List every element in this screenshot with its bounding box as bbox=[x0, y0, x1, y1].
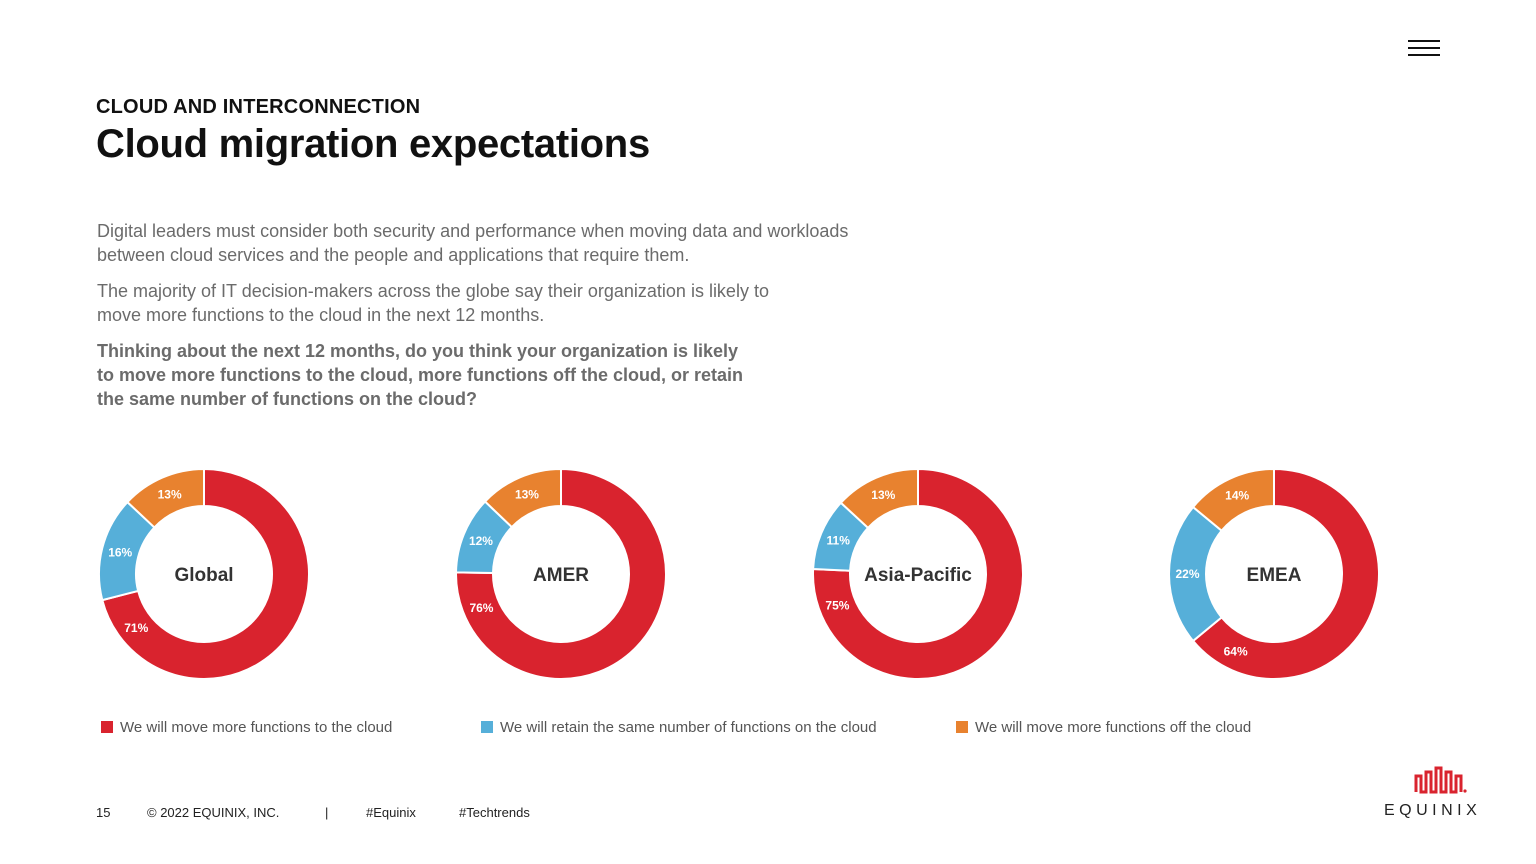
donut-label-to-cloud: 75% bbox=[825, 598, 849, 612]
equinix-logo: EQUINIX bbox=[1380, 764, 1492, 824]
page-title: Cloud migration expectations bbox=[96, 122, 650, 166]
donut-slice-to-cloud bbox=[101, 467, 310, 680]
donut-slice-to-cloud bbox=[1191, 467, 1380, 680]
donut-slice-off-cloud bbox=[483, 467, 562, 529]
legend-label-retain: We will retain the same number of functi… bbox=[500, 719, 877, 736]
donut-center-label: Asia-Pacific bbox=[864, 565, 972, 586]
legend-swatch-to-cloud bbox=[101, 721, 113, 733]
donut-center-label: EMEA bbox=[1247, 565, 1302, 586]
hashtag-equinix[interactable]: #Equinix bbox=[366, 805, 416, 820]
donut-label-to-cloud: 64% bbox=[1224, 645, 1248, 659]
donut-slice-off-cloud bbox=[126, 467, 205, 529]
legend-item-retain: We will retain the same number of functi… bbox=[481, 718, 877, 738]
donut-label-off-cloud: 13% bbox=[871, 488, 895, 502]
donut-label-retain: 22% bbox=[1175, 567, 1199, 581]
hamburger-menu-icon[interactable] bbox=[1408, 40, 1440, 58]
donut-slice-off-cloud bbox=[1191, 467, 1275, 533]
copyright: © 2022 EQUINIX, INC. bbox=[147, 805, 280, 820]
donut-label-off-cloud: 14% bbox=[1225, 489, 1249, 503]
donut-slice-off-cloud bbox=[839, 467, 919, 530]
donut-asia-pacific: 75% 11% 13% Asia-Pacific bbox=[812, 467, 1024, 680]
logo-wordmark: EQUINIX bbox=[1384, 802, 1482, 819]
donut-label-retain: 11% bbox=[827, 534, 851, 548]
legend-swatch-off-cloud bbox=[956, 721, 968, 733]
footer-separator: | bbox=[325, 805, 329, 820]
page-number: 15 bbox=[96, 805, 111, 820]
legend-item-off-cloud: We will move more functions off the clou… bbox=[956, 718, 1251, 738]
legend-label-to-cloud: We will move more functions to the cloud bbox=[120, 719, 393, 736]
donut-label-to-cloud: 76% bbox=[469, 601, 493, 615]
legend-label-off-cloud: We will move more functions off the clou… bbox=[975, 719, 1252, 736]
hashtag-techtrends[interactable]: #Techtrends bbox=[459, 805, 530, 820]
donut-amer: 76% 12% 13% AMER bbox=[454, 467, 667, 680]
donut-center-label: AMER bbox=[533, 565, 589, 586]
donut-label-off-cloud: 13% bbox=[158, 488, 182, 502]
intro-paragraph: Digital leaders must consider both secur… bbox=[97, 221, 849, 265]
donut-slice-to-cloud bbox=[455, 467, 667, 680]
equinix-logo-icon bbox=[1414, 766, 1467, 794]
donut-charts: 71% 16% 13% Global 76% 12% 13% AMER 75% 11% 13% Asi… bbox=[98, 467, 1380, 680]
donut-emea: 64% 22% 14% EMEA bbox=[1168, 467, 1380, 680]
donut-center-label: Global bbox=[174, 565, 233, 586]
section-kicker: CLOUD AND INTERCONNECTION bbox=[96, 96, 421, 118]
donut-global: 71% 16% 13% Global bbox=[98, 467, 310, 680]
legend-item-to-cloud: We will move more functions to the cloud bbox=[101, 718, 392, 738]
survey-question: Thinking about the next 12 months, do yo… bbox=[97, 341, 744, 409]
majority-paragraph: The majority of IT decision-makers acros… bbox=[97, 281, 769, 325]
donut-slice-to-cloud bbox=[812, 467, 1024, 680]
donut-label-retain: 16% bbox=[108, 545, 132, 559]
donut-label-retain: 12% bbox=[469, 534, 493, 548]
legend-swatch-retain bbox=[481, 721, 493, 733]
donut-label-to-cloud: 71% bbox=[124, 621, 148, 635]
donut-label-off-cloud: 13% bbox=[515, 487, 539, 501]
